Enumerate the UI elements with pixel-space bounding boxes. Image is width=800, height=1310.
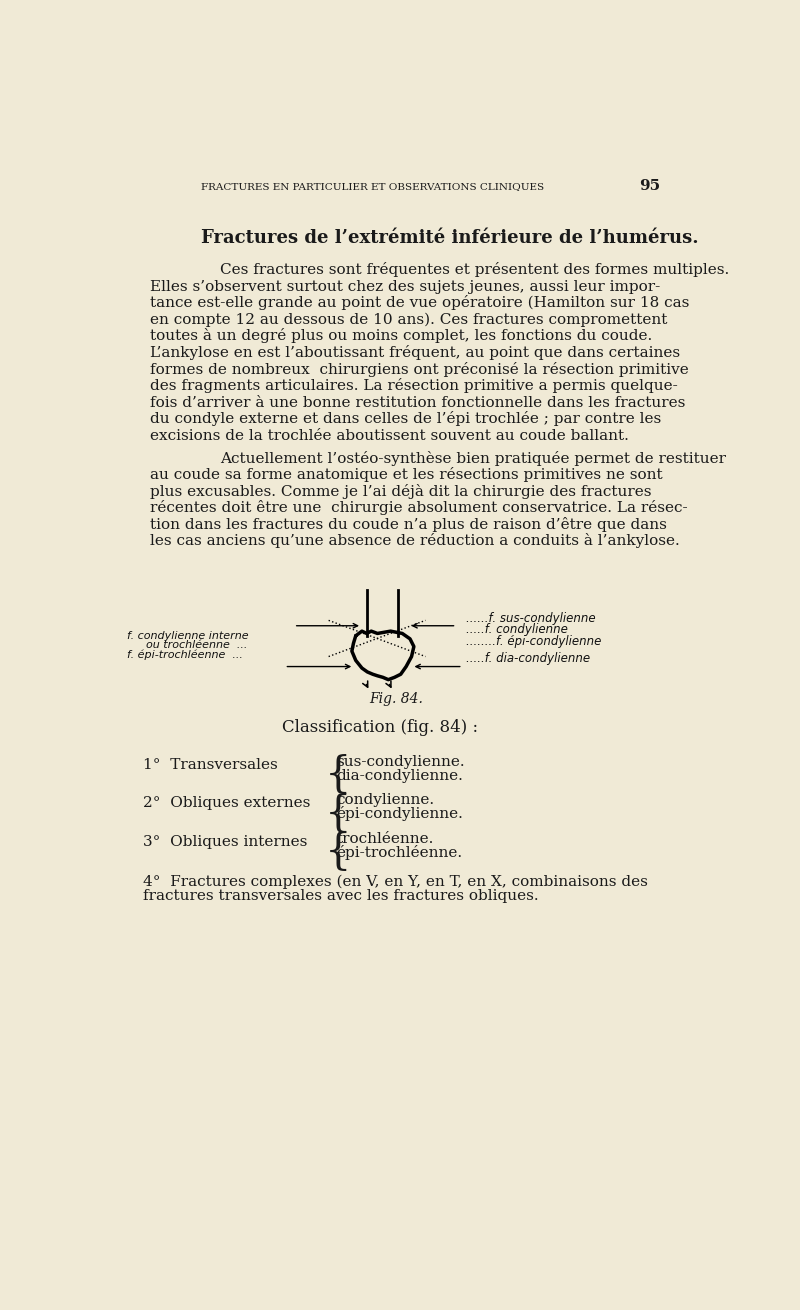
Text: L’ankylose en est l’aboutissant fréquent, au point que dans certaines: L’ankylose en est l’aboutissant fréquent… (150, 345, 681, 360)
Text: du condyle externe et dans celles de l’épi trochlée ; par contre les: du condyle externe et dans celles de l’é… (150, 411, 662, 426)
Text: fois d’arriver à une bonne restitution fonctionnelle dans les fractures: fois d’arriver à une bonne restitution f… (150, 396, 686, 410)
Text: les cas anciens qu’une absence de réduction a conduits à l’ankylose.: les cas anciens qu’une absence de réduct… (150, 533, 680, 549)
Text: dia-condylienne.: dia-condylienne. (336, 769, 463, 783)
Text: épi-condylienne.: épi-condylienne. (336, 806, 463, 821)
Text: 4°  Fractures complexes (en V, en Y, en T, en X, combinaisons des: 4° Fractures complexes (en V, en Y, en T… (142, 875, 647, 889)
Text: {: { (325, 755, 351, 796)
Text: .....f. dia-condylienne: .....f. dia-condylienne (466, 652, 590, 665)
Text: excisions de la trochlée aboutissent souvent au coude ballant.: excisions de la trochlée aboutissent sou… (150, 428, 630, 443)
Text: au coude sa forme anatomique et les résections primitives ne sont: au coude sa forme anatomique et les rése… (150, 468, 663, 482)
Text: sus-condylienne.: sus-condylienne. (336, 755, 465, 769)
Text: tion dans les fractures du coude n’a plus de raison d’être que dans: tion dans les fractures du coude n’a plu… (150, 516, 667, 532)
Text: Fig. 84.: Fig. 84. (370, 692, 423, 706)
Text: 1°  Transversales: 1° Transversales (142, 758, 278, 772)
Text: récentes doit être une  chirurgie absolument conservatrice. La résec-: récentes doit être une chirurgie absolum… (150, 500, 688, 515)
Text: {: { (325, 831, 351, 874)
Text: Elles s’observent surtout chez des sujets jeunes, aussi leur impor-: Elles s’observent surtout chez des sujet… (150, 280, 661, 293)
Text: FRACTURES EN PARTICULIER ET OBSERVATIONS CLINIQUES: FRACTURES EN PARTICULIER ET OBSERVATIONS… (201, 182, 544, 191)
Text: .....f. condylienne: .....f. condylienne (466, 624, 568, 637)
Text: tance est-elle grande au point de vue opératoire (Hamilton sur 18 cas: tance est-elle grande au point de vue op… (150, 295, 690, 310)
Text: trochléenne.: trochléenne. (336, 832, 434, 846)
Text: Classification (fig. 84) :: Classification (fig. 84) : (282, 719, 478, 736)
Text: condylienne.: condylienne. (336, 794, 434, 807)
Text: f. épi-trochléenne  ...: f. épi-trochléenne ... (127, 650, 243, 660)
Text: 3°  Obliques internes: 3° Obliques internes (142, 834, 307, 849)
Text: ........f. épi-condylienne: ........f. épi-condylienne (466, 635, 601, 648)
Text: {: { (325, 793, 351, 834)
Text: Fractures de l’extrémité inférieure de l’humérus.: Fractures de l’extrémité inférieure de l… (201, 229, 698, 248)
Text: plus excusables. Comme je l’ai déjà dit la chirurgie des fractures: plus excusables. Comme je l’ai déjà dit … (150, 483, 652, 499)
Text: épi-trochléenne.: épi-trochléenne. (336, 845, 462, 859)
Text: en compte 12 au dessous de 10 ans). Ces fractures compromettent: en compte 12 au dessous de 10 ans). Ces … (150, 313, 668, 328)
Text: 2°  Obliques externes: 2° Obliques externes (142, 796, 310, 811)
Text: f. condylienne interne: f. condylienne interne (127, 631, 249, 641)
Text: des fragments articulaires. La résection primitive a permis quelque-: des fragments articulaires. La résection… (150, 379, 678, 393)
Text: fractures transversales avec les fractures obliques.: fractures transversales avec les fractur… (142, 889, 538, 903)
Text: ou trochléenne  ...: ou trochléenne ... (146, 641, 248, 650)
Text: 95: 95 (638, 178, 660, 193)
Text: ......f. sus-condylienne: ......f. sus-condylienne (466, 612, 595, 625)
Text: Ces fractures sont fréquentes et présentent des formes multiples.: Ces fractures sont fréquentes et présent… (220, 262, 730, 278)
Text: Actuellement l’ostéo-synthèse bien pratiquée permet de restituer: Actuellement l’ostéo-synthèse bien prati… (220, 451, 726, 465)
Text: toutes à un degré plus ou moins complet, les fonctions du coude.: toutes à un degré plus ou moins complet,… (150, 329, 653, 343)
Text: formes de nombreux  chirurgiens ont préconisé la résection primitive: formes de nombreux chirurgiens ont préco… (150, 362, 689, 376)
